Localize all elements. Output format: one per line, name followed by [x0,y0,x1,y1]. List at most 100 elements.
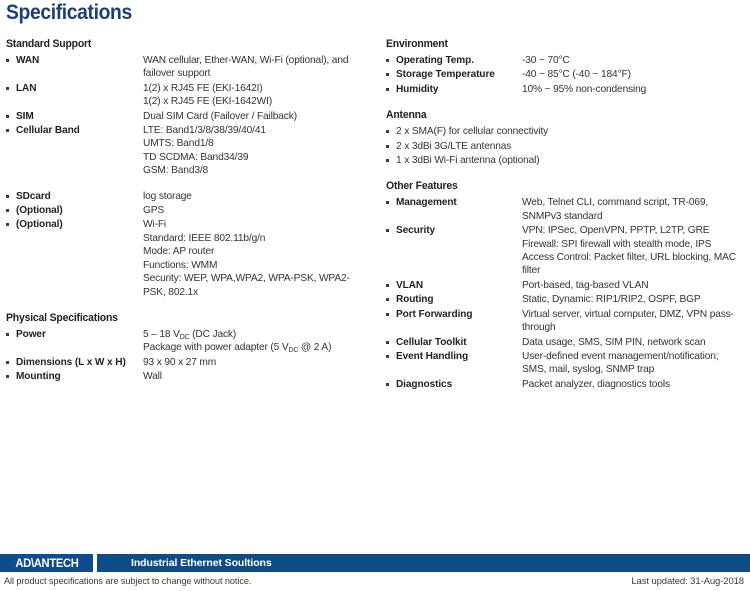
spec-section: Environment Operating Temp. -30 ~ 70°C Stor… [386,38,746,96]
spec-row: LAN 1(2) x RJ45 FE (EKI-1642I) 1(2) x RJ45… [6,82,378,109]
spec-value: log storage [143,190,371,203]
spec-label: SDcard [16,189,51,202]
spec-rows: Operating Temp. -30 ~ 70°C Storage Tempera… [386,54,746,96]
bullet-icon [386,83,396,91]
spec-value-line: TD SCDMA: Band34/39 [143,150,249,163]
spec-value: WAN cellular, Ether-WAN, Wi-Fi (optional… [143,54,371,81]
section-title: Antenna [386,109,427,122]
spec-row: Operating Temp. -30 ~ 70°C [386,54,746,67]
spec-label: Diagnostics [396,377,453,390]
spec-value-line: Wall [143,370,162,383]
bullet-icon [386,224,396,233]
spec-value-line: GPS [143,204,165,217]
spec-row: Management Web, Telnet CLI, command scrip… [386,196,746,223]
bullet-icon [386,308,396,316]
spec-value: 1(2) x RJ45 FE (EKI-1642I) 1(2) x RJ45 FE… [143,82,371,109]
spec-row: Diagnostics Packet analyzer, diagnostics … [386,378,746,391]
page-title: Specifications [6,1,132,24]
spec-value: -30 ~ 70°C [522,54,739,67]
spec-value-line: Web, Telnet CLI, command script, TR-069,… [522,196,709,222]
spec-rows: WAN WAN cellular, Ether-WAN, Wi-Fi (optio… [6,54,378,299]
spec-row: Routing Static, Dynamic: RIP1/RIP2, OSPF,… [386,293,746,306]
spec-value-line: 1(2) x RJ45 FE (EKI-1642I) [143,81,263,94]
spec-value-line: Virtual server, virtual computer, DMZ, V… [522,307,734,334]
spec-row: WAN WAN cellular, Ether-WAN, Wi-Fi (optio… [6,54,378,81]
spec-label: SIM [16,109,34,122]
spec-section: Standard Support WAN WAN cellular, Ether-W… [6,38,378,299]
spec-section: Antenna 2 x SMA(F) for cellular connectiv… [386,109,746,167]
spec-value: 10% ~ 95% non-condensing [522,83,739,96]
spec-value-line: Package with power adapter (5 VDC @ 2 A) [143,341,332,355]
spec-value: Port-based, tag-based VLAN [522,279,739,292]
spec-label: VLAN [396,278,424,291]
spec-value-line: Packet analyzer, diagnostics tools [522,377,670,390]
footer-banner: Industrial Ethernet Soultions [97,554,750,572]
section-title: Physical Specifications [6,311,118,324]
spec-value: Wi-Fi Standard: IEEE 802.11b/g/n Mode: AP … [143,218,371,298]
spec-value-line: User-defined event management/notificati… [522,349,719,376]
spec-row: SIM Dual SIM Card (Failover / Failback) [6,110,378,123]
spec-label: Power [16,327,46,340]
advantech-logo-text: AD\ANTECH [14,556,79,570]
spec-value: Virtual server, virtual computer, DMZ, V… [522,308,739,335]
spec-row: Cellular Band LTE: Band1/3/8/38/39/40/41 U… [6,124,378,178]
bullet-icon [6,190,16,198]
bullet-icon [386,68,396,77]
bullet-icon [6,370,16,379]
bullet-icon [386,293,396,302]
spec-value-line: 93 x 90 x 27 mm [143,355,217,368]
spec-row: Storage Temperature -40 ~ 85°C (-40 ~ 184… [386,68,746,81]
spec-row: 1 x 3dBi Wi-Fi antenna (optional) [386,154,746,167]
spec-section: Physical Specifications Power 5 – 18 VDC (… [6,312,378,384]
spec-row: Event Handling User-defined event managem… [386,350,746,377]
spec-label: (Optional) [16,218,63,231]
bullet-icon [6,110,16,118]
spec-value-line: -40 ~ 85°C (-40 ~ 184°F) [522,68,631,81]
spec-value-line: Firewall: SPI firewall with stealth mode… [522,237,712,250]
spec-value-line: GSM: Band3/8 [143,164,209,177]
bullet-icon [6,204,16,213]
spec-section: Other Features Management Web, Telnet CLI,… [386,180,746,391]
spec-row: Mounting Wall [6,370,378,383]
spec-value-line: 1(2) x RJ45 FE (EKI-1642WI) [143,95,273,108]
spec-label: Cellular Band [16,124,80,137]
spec-label: Storage Temperature [396,68,495,81]
spec-value: VPN: IPSec, OpenVPN, PPTP, L2TP, GRE Fire… [522,224,739,278]
bullet-icon [386,350,396,358]
spec-label: Event Handling [396,349,469,362]
spec-value-line: Functions: WMM [143,258,218,271]
bullet-icon [386,54,396,62]
spec-row: Security VPN: IPSec, OpenVPN, PPTP, L2TP,… [386,224,746,278]
spec-value: 1 x 3dBi Wi-Fi antenna (optional) [396,154,736,167]
spec-value: -40 ~ 85°C (-40 ~ 184°F) [522,68,739,81]
spec-rows: Management Web, Telnet CLI, command scrip… [386,196,746,391]
spec-value: Data usage, SMS, SIM PIN, network scan [522,336,739,349]
bullet-icon [6,54,16,62]
spec-value: Wall [143,370,371,383]
spec-rows: 2 x SMA(F) for cellular connectivity 2 x … [386,125,746,167]
spec-label: Port Forwarding [396,307,473,320]
spec-value-line: Port-based, tag-based VLAN [522,278,649,291]
footer-last-updated: Last updated: 31-Aug-2018 [631,576,744,587]
spec-label: LAN [16,81,37,94]
advantech-logo: AD\ANTECH [0,554,93,572]
spec-value-line: 10% ~ 95% non-condensing [522,82,647,95]
section-title: Environment [386,38,448,50]
spec-value: Web, Telnet CLI, command script, TR-069,… [522,196,739,223]
spec-label: Routing [396,293,434,306]
bullet-icon [386,196,396,205]
footer-disclaimer: All product specifications are subject t… [4,576,252,587]
spec-row: Humidity 10% ~ 95% non-condensing [386,83,746,96]
bullet-icon [6,356,16,364]
spec-value-line: 2 x SMA(F) for cellular connectivity [396,125,549,138]
section-title: Standard Support [6,38,92,50]
spec-value: User-defined event management/notificati… [522,350,739,377]
spec-row: 2 x 3dBi 3G/LTE antennas [386,140,746,153]
spec-value: 2 x 3dBi 3G/LTE antennas [396,140,736,153]
section-title: Other Features [386,180,458,193]
spec-value: Packet analyzer, diagnostics tools [522,378,739,391]
bullet-icon [386,279,396,287]
spec-value-line: -30 ~ 70°C [522,54,570,66]
spec-label: (Optional) [16,204,63,217]
spec-value: 2 x SMA(F) for cellular connectivity [396,125,736,138]
